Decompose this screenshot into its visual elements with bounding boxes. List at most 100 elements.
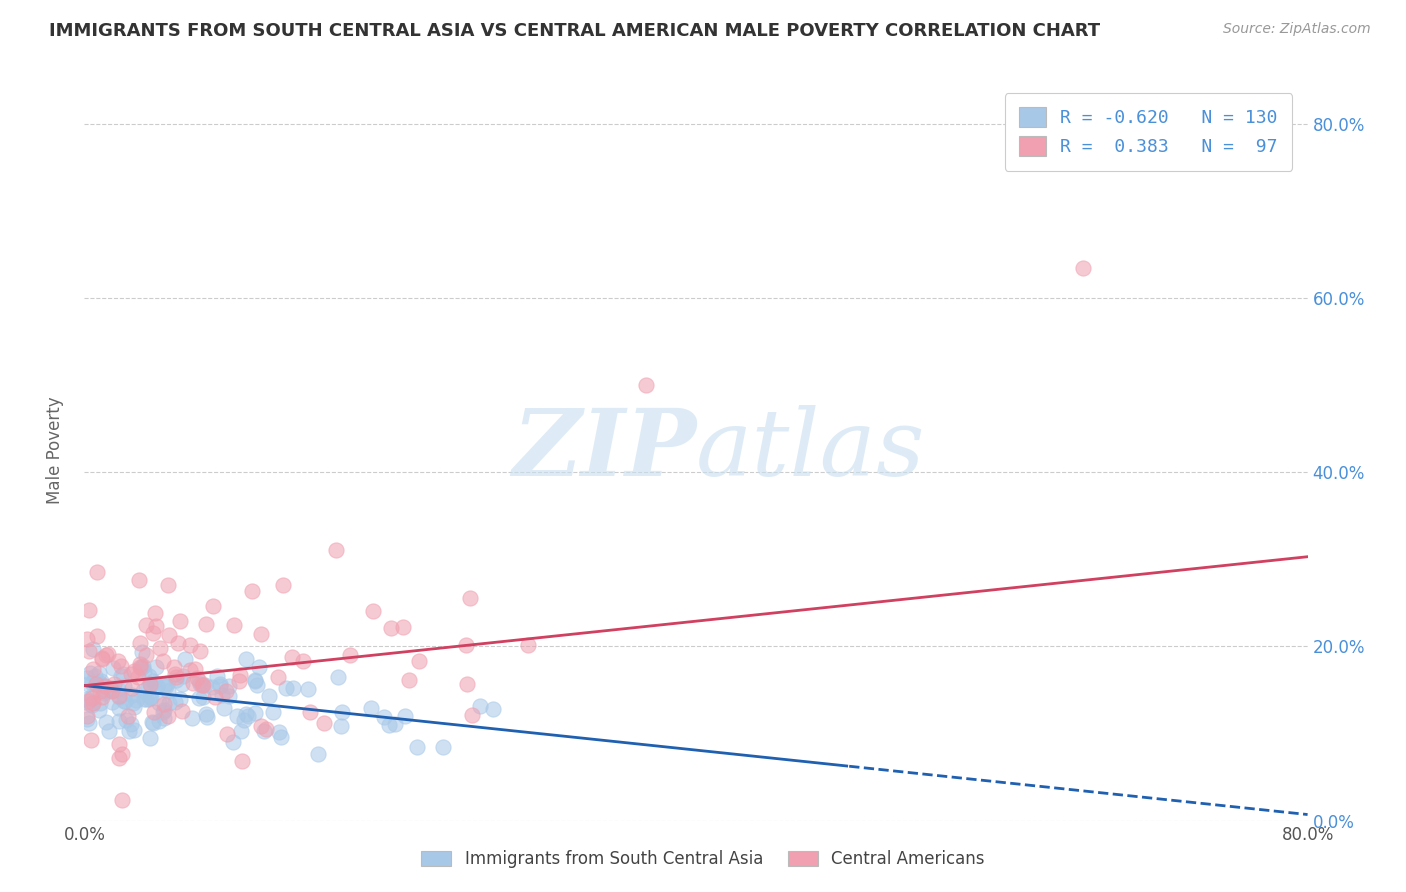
- Point: [90, 650, 112, 665]
- Point: [249, 627, 271, 641]
- Point: [128, 657, 150, 672]
- Point: [107, 654, 129, 668]
- Point: [122, 699, 145, 714]
- Point: [235, 652, 257, 666]
- Point: [373, 709, 395, 723]
- Point: [83, 669, 105, 683]
- Point: [276, 681, 298, 695]
- Point: [233, 713, 256, 727]
- Point: [135, 617, 157, 632]
- Point: [188, 644, 211, 658]
- Point: [79, 732, 101, 747]
- Point: [80, 690, 103, 705]
- Point: [191, 678, 214, 692]
- Point: [179, 638, 201, 652]
- Point: [100, 682, 122, 697]
- Point: [156, 578, 179, 592]
- Point: [188, 691, 211, 706]
- Point: [107, 737, 129, 751]
- Point: [307, 747, 329, 761]
- Point: [132, 659, 155, 673]
- Point: [231, 754, 253, 768]
- Point: [152, 679, 174, 693]
- Point: [76, 709, 98, 723]
- Point: [77, 715, 100, 730]
- Point: [271, 577, 294, 591]
- Point: [181, 711, 204, 725]
- Point: [1071, 260, 1094, 275]
- Point: [89, 684, 111, 698]
- Point: [108, 700, 131, 714]
- Point: [86, 565, 108, 579]
- Point: [142, 626, 165, 640]
- Point: [138, 669, 160, 683]
- Point: [228, 673, 250, 688]
- Point: [205, 669, 228, 683]
- Point: [269, 725, 291, 739]
- Point: [461, 707, 484, 722]
- Point: [152, 711, 174, 725]
- Point: [142, 705, 165, 719]
- Point: [456, 676, 478, 690]
- Point: [257, 690, 280, 704]
- Point: [339, 648, 361, 662]
- Point: [188, 674, 211, 689]
- Point: [107, 689, 129, 703]
- Point: [97, 647, 120, 661]
- Point: [229, 667, 252, 681]
- Point: [97, 723, 120, 738]
- Point: [82, 662, 104, 676]
- Point: [86, 629, 108, 643]
- Point: [142, 675, 165, 690]
- Point: [217, 727, 239, 741]
- Point: [634, 378, 657, 392]
- Point: [218, 689, 240, 703]
- Point: [184, 662, 207, 676]
- Point: [82, 696, 104, 710]
- Point: [101, 661, 124, 675]
- Point: [79, 697, 101, 711]
- Point: [136, 680, 159, 694]
- Point: [118, 724, 141, 739]
- Point: [141, 715, 163, 730]
- Point: [229, 723, 252, 738]
- Point: [115, 713, 138, 727]
- Point: [89, 697, 111, 711]
- Point: [142, 715, 165, 730]
- Point: [76, 671, 98, 685]
- Point: [326, 670, 349, 684]
- Point: [114, 694, 136, 708]
- Point: [135, 648, 157, 662]
- Point: [128, 573, 150, 587]
- Point: [121, 681, 143, 695]
- Point: [82, 675, 104, 690]
- Point: [267, 670, 290, 684]
- Point: [120, 667, 142, 681]
- Point: [183, 675, 205, 690]
- Text: ZIP: ZIP: [512, 406, 696, 495]
- Point: [195, 710, 218, 724]
- Point: [384, 717, 406, 731]
- Point: [226, 708, 249, 723]
- Point: [172, 669, 194, 683]
- Point: [112, 693, 135, 707]
- Point: [380, 621, 402, 635]
- Point: [291, 654, 314, 668]
- Point: [165, 670, 187, 684]
- Point: [281, 649, 304, 664]
- Point: [143, 606, 166, 620]
- Point: [173, 652, 195, 666]
- Point: [145, 679, 167, 693]
- Point: [77, 644, 100, 658]
- Point: [163, 660, 186, 674]
- Point: [270, 730, 292, 744]
- Point: [98, 683, 121, 698]
- Point: [148, 714, 170, 728]
- Point: [152, 654, 174, 668]
- Point: [94, 714, 117, 729]
- Point: [84, 677, 107, 691]
- Point: [167, 636, 190, 650]
- Point: [132, 684, 155, 698]
- Point: [101, 695, 124, 709]
- Point: [117, 708, 139, 723]
